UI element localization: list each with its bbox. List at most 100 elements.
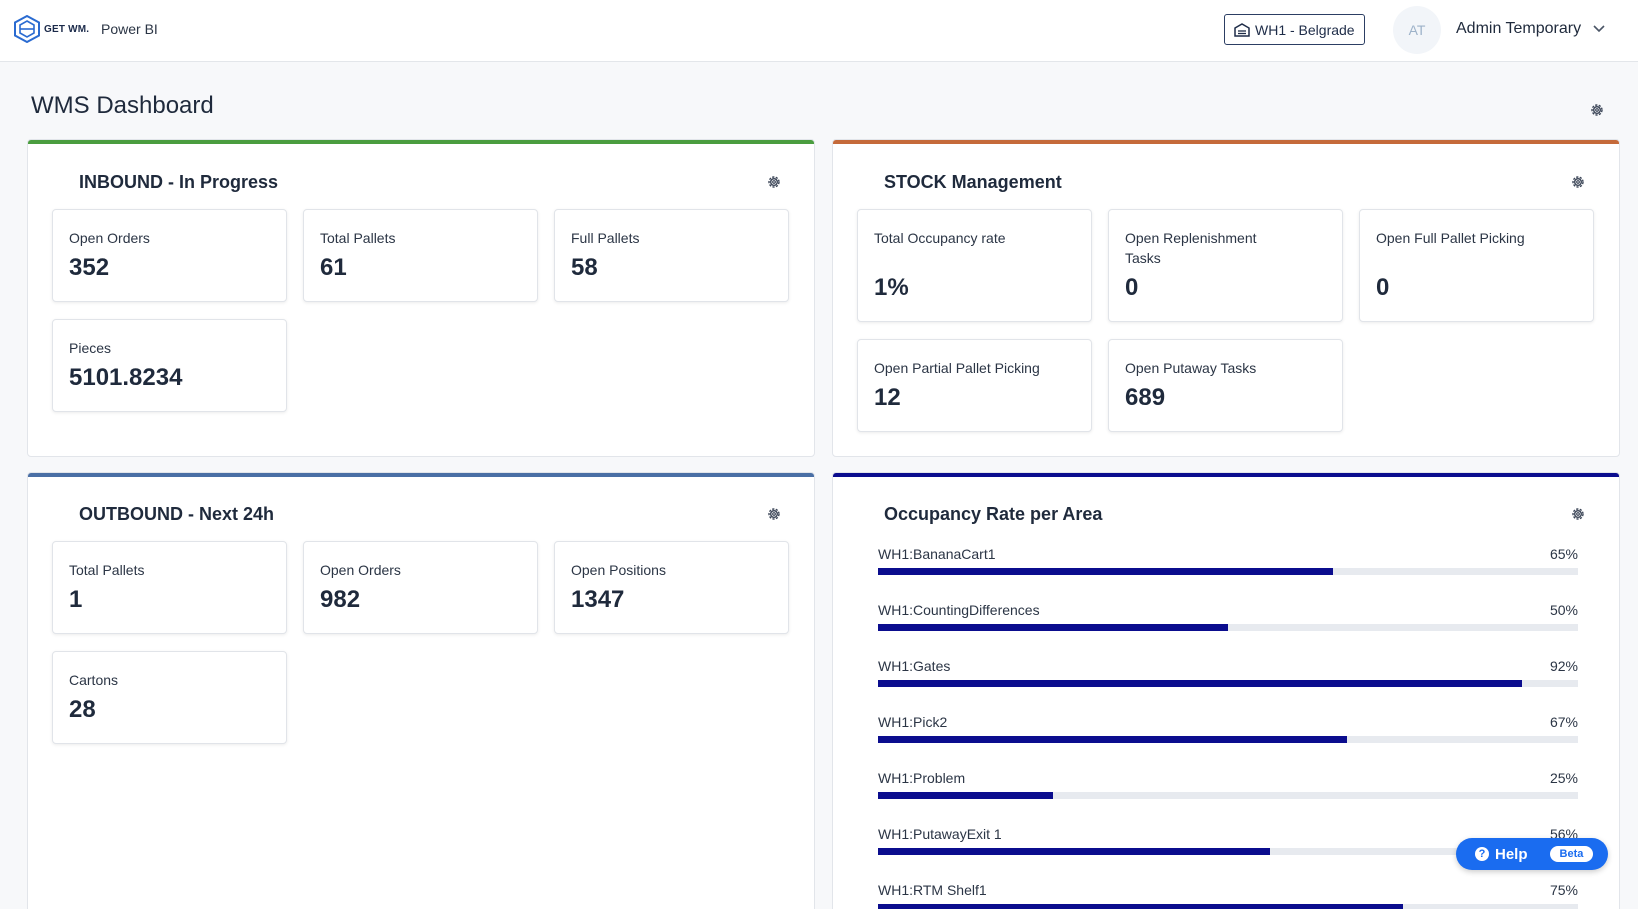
- user-menu[interactable]: Admin Temporary: [1456, 20, 1605, 38]
- occupancy-bar-track: [878, 848, 1578, 855]
- occupancy-area-name: WH1:Pick2: [878, 714, 948, 730]
- inbound-panel: INBOUND - In Progress Open Orders 352 To…: [27, 139, 815, 457]
- kpi-label: Open Replenishment Tasks: [1125, 230, 1257, 266]
- inbound-title: INBOUND - In Progress: [79, 172, 279, 192]
- occupancy-area-name: WH1:BananaCart1: [878, 546, 996, 562]
- power-bi-link[interactable]: Power BI: [101, 21, 158, 37]
- occupancy-percent: 67%: [1549, 714, 1578, 730]
- kpi-label: Cartons: [69, 672, 119, 688]
- occupancy-bar-track: [878, 792, 1578, 799]
- kpi-value: 61: [320, 254, 347, 281]
- stock-panel: STOCK Management Total Occupancy rate 1%…: [832, 139, 1620, 457]
- kpi-value: 0: [1376, 274, 1390, 301]
- kpi-label: Pieces: [69, 340, 112, 356]
- page-title: WMS Dashboard: [31, 92, 214, 119]
- outbound-accent-bar: [28, 473, 814, 477]
- warehouse-label: WH1 - Belgrade: [1255, 21, 1355, 38]
- help-button[interactable]: ? Help Beta: [1456, 838, 1608, 870]
- kpi-value: 5101.8234: [69, 364, 183, 391]
- occupancy-percent: 50%: [1549, 602, 1578, 618]
- occupancy-bar-fill: [878, 792, 1053, 799]
- outbound-settings-button[interactable]: [766, 506, 782, 527]
- help-label: Help: [1495, 845, 1528, 863]
- kpi-label: Open Orders: [69, 230, 150, 246]
- occupancy-percent: 92%: [1549, 658, 1578, 674]
- occupancy-bar-fill: [878, 568, 1333, 575]
- dashboard-settings-button[interactable]: [1589, 102, 1605, 123]
- logo-icon: [14, 15, 40, 43]
- occupancy-settings-button[interactable]: [1570, 506, 1586, 527]
- kpi-card: Cartons 28: [52, 651, 287, 744]
- kpi-card: Total Pallets 1: [52, 541, 287, 634]
- occupancy-area-name: WH1:CountingDifferences: [878, 602, 1040, 618]
- outbound-title: OUTBOUND - Next 24h: [79, 504, 275, 524]
- gear-icon: [768, 176, 780, 188]
- kpi-card: Open Putaway Tasks 689: [1108, 339, 1343, 432]
- kpi-card: Open Positions 1347: [554, 541, 789, 634]
- occupancy-bar-track: [878, 568, 1578, 575]
- kpi-card: Open Partial Pallet Picking 12: [857, 339, 1092, 432]
- occupancy-bar-track: [878, 904, 1578, 909]
- kpi-value: 1347: [571, 586, 625, 613]
- occupancy-bar-track: [878, 624, 1578, 631]
- occupancy-bar-fill: [878, 904, 1403, 909]
- user-name: Admin Temporary: [1456, 20, 1582, 37]
- occupancy-bar-fill: [878, 736, 1347, 743]
- occupancy-percent: 75%: [1549, 882, 1578, 898]
- kpi-card: Open Full Pallet Picking 0: [1359, 209, 1594, 322]
- occupancy-panel: Occupancy Rate per Area WH1:BananaCart1 6…: [832, 472, 1620, 909]
- occupancy-area-name: WH1:PutawayExit 1: [878, 826, 1002, 842]
- logo[interactable]: GET WM.: [14, 15, 89, 43]
- warehouse-selector-button[interactable]: WH1 - Belgrade: [1224, 14, 1365, 45]
- stock-title: STOCK Management: [884, 172, 1062, 192]
- logo-text: GET WM.: [44, 23, 90, 35]
- kpi-value: 689: [1125, 384, 1166, 411]
- kpi-label: Open Orders: [320, 562, 401, 578]
- occupancy-row: WH1:Pick2 67%: [878, 714, 1578, 754]
- gear-icon: [1572, 508, 1584, 520]
- occupancy-bar-fill: [878, 680, 1522, 687]
- stock-accent-bar: [833, 140, 1619, 144]
- inbound-settings-button[interactable]: [766, 174, 782, 195]
- kpi-label: Open Putaway Tasks: [1125, 360, 1257, 376]
- occupancy-row: WH1:RTM Shelf1 75%: [878, 882, 1578, 909]
- top-bar: GET WM. Power BI WH1 - Belgrade AT Admin…: [0, 0, 1638, 62]
- kpi-value: 982: [320, 586, 361, 613]
- kpi-value: 352: [69, 254, 110, 281]
- kpi-card: Full Pallets 58: [554, 209, 789, 302]
- kpi-value: 58: [571, 254, 598, 281]
- kpi-value: 28: [69, 696, 96, 723]
- occupancy-area-name: WH1:RTM Shelf1: [878, 882, 987, 898]
- kpi-label: Total Pallets: [69, 562, 145, 578]
- kpi-label: Full Pallets: [571, 230, 640, 246]
- gear-icon: [1591, 104, 1603, 116]
- kpi-card: Open Replenishment Tasks 0: [1108, 209, 1343, 322]
- kpi-card: Pieces 5101.8234: [52, 319, 287, 412]
- occupancy-row: WH1:Gates 92%: [878, 658, 1578, 698]
- kpi-value: 1%: [874, 274, 909, 301]
- kpi-card: Total Occupancy rate 1%: [857, 209, 1092, 322]
- avatar[interactable]: AT: [1393, 6, 1441, 54]
- kpi-label: Total Pallets: [320, 230, 396, 246]
- kpi-label: Open Positions: [571, 562, 666, 578]
- question-icon: ?: [1475, 847, 1489, 861]
- occupancy-row: WH1:CountingDifferences 50%: [878, 602, 1578, 642]
- occupancy-accent-bar: [833, 473, 1619, 477]
- occupancy-bar-track: [878, 736, 1578, 743]
- kpi-card: Open Orders 982: [303, 541, 538, 634]
- stock-settings-button[interactable]: [1570, 174, 1586, 195]
- occupancy-percent: 65%: [1549, 546, 1578, 562]
- kpi-label: Open Partial Pallet Picking: [874, 360, 1040, 376]
- kpi-label: Open Full Pallet Picking: [1376, 230, 1525, 246]
- occupancy-area-name: WH1:Gates: [878, 658, 951, 674]
- inbound-accent-bar: [28, 140, 814, 144]
- occupancy-percent: 25%: [1549, 770, 1578, 786]
- occupancy-bar-fill: [878, 848, 1270, 855]
- occupancy-area-name: WH1:Problem: [878, 770, 966, 786]
- kpi-value: 12: [874, 384, 901, 411]
- gear-icon: [1572, 176, 1584, 188]
- chevron-down-icon: [1593, 25, 1605, 33]
- gear-icon: [768, 508, 780, 520]
- outbound-panel: OUTBOUND - Next 24h Total Pallets 1 Open…: [27, 472, 815, 909]
- occupancy-bar-track: [878, 680, 1578, 687]
